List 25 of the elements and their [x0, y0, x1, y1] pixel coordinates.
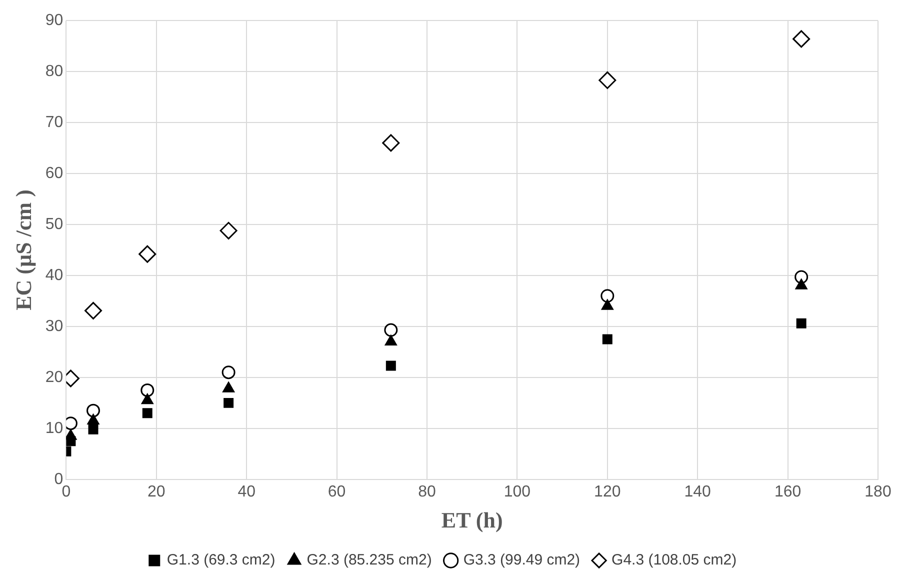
y-tick-label: 20 — [45, 368, 64, 386]
y-tick-label: 0 — [54, 470, 64, 488]
y-tick-label: 60 — [45, 164, 64, 182]
legend-label: G4.3 (108.05 cm2) — [612, 552, 737, 569]
x-tick-label: 40 — [238, 483, 256, 500]
x-tick-label: 80 — [418, 483, 436, 500]
legend-label: G3.3 (99.49 cm2) — [463, 552, 580, 569]
x-tick-label: 180 — [864, 483, 892, 500]
y-axis-title: EC (µS /cm ) — [10, 190, 36, 310]
x-tick-label: 60 — [328, 483, 346, 500]
y-tick-label: 10 — [45, 420, 64, 437]
y-tick-label: 70 — [45, 114, 64, 131]
y-tick-label: 90 — [45, 12, 64, 30]
x-tick-label: 160 — [774, 483, 802, 500]
legend-label: G2.3 (85.235 cm2) — [306, 552, 432, 569]
y-tick-label: 30 — [45, 318, 64, 335]
y-tick-label: 50 — [45, 216, 64, 233]
x-tick-label: 120 — [594, 483, 621, 500]
x-axis-title: ET (h) — [441, 507, 503, 532]
legend-label: G1.3 (69.3 cm2) — [166, 552, 276, 569]
y-tick-label: 40 — [45, 266, 64, 284]
x-tick-label: 140 — [684, 483, 712, 500]
x-tick-label: 100 — [504, 483, 531, 500]
y-tick-label: 80 — [45, 62, 64, 80]
x-tick-label: 20 — [148, 483, 166, 500]
